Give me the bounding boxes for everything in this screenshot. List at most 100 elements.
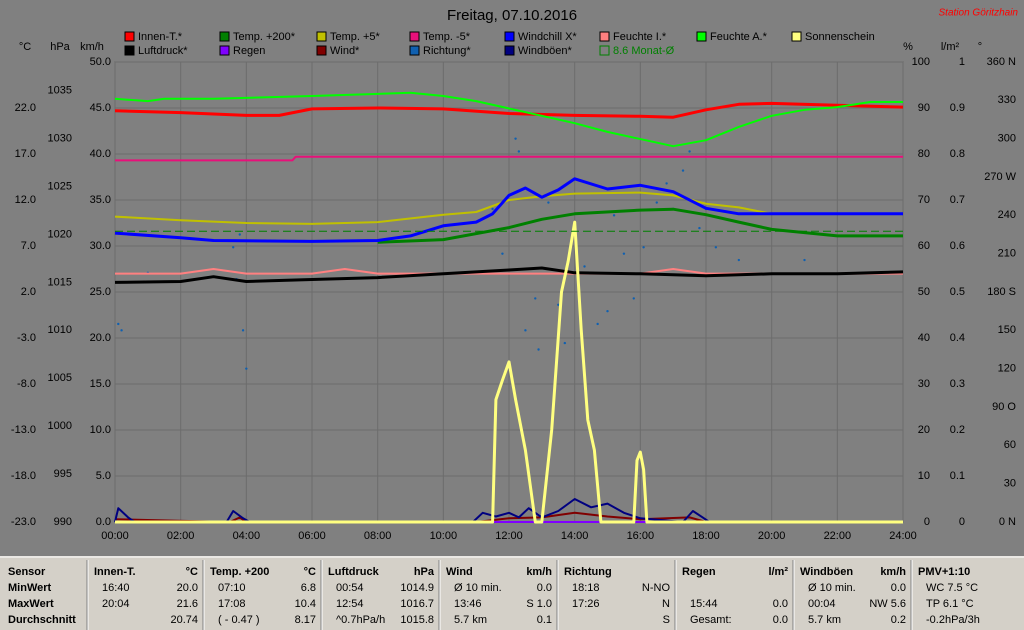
y-tick-label: 40.0	[90, 148, 111, 160]
cell-left: 20:04	[102, 598, 130, 610]
y-tick-label: 0.8	[950, 148, 965, 160]
y-tick-label: -18.0	[11, 470, 36, 482]
direction-point	[524, 329, 527, 332]
x-tick-label: 08:00	[364, 530, 392, 542]
legend-swatch	[599, 45, 610, 56]
direction-point	[557, 303, 560, 306]
y-tick-label: 1010	[48, 324, 72, 336]
cell-left: 13:46	[454, 598, 482, 610]
y-tick-label: 40	[918, 332, 930, 344]
series-line	[114, 177, 903, 243]
direction-point	[245, 367, 248, 370]
x-tick-label: 06:00	[298, 530, 326, 542]
direction-point	[517, 150, 521, 153]
legend-swatch	[316, 31, 327, 42]
direction-point	[606, 309, 609, 313]
cell-left: Ø 10 min.	[454, 582, 502, 594]
direction-point	[583, 265, 586, 268]
direction-point	[537, 348, 540, 351]
y-tick-label: -13.0	[11, 424, 36, 436]
direction-point	[737, 258, 741, 262]
cell-right: 1014.9	[400, 582, 434, 594]
y-tick-label: 1020	[48, 228, 72, 240]
column-header: Temp. +200	[210, 566, 269, 578]
y-tick-label: -23.0	[11, 516, 36, 528]
legend-label: Feuchte A.*	[710, 31, 768, 43]
cell-right: N-NO	[642, 582, 671, 594]
y-tick-label: 0.0	[96, 516, 111, 528]
legend-label: Luftdruck*	[138, 45, 188, 57]
legend-swatch	[696, 31, 707, 42]
y-tick-label: 120	[998, 363, 1016, 375]
column-unit: km/h	[526, 566, 552, 578]
cell-right: 0.0	[537, 582, 552, 594]
cell-left: 12:54	[336, 598, 364, 610]
y-tick-label: 50.0	[90, 56, 111, 68]
y-tick-label: 150	[998, 324, 1016, 336]
legend-swatch	[791, 31, 802, 42]
y-tick-label: 22.0	[15, 102, 36, 114]
cell-left: 5.7 km	[808, 614, 841, 626]
cell-left: Ø 10 min.	[808, 582, 856, 594]
row-label: Durchschnitt	[8, 614, 76, 626]
chart-title: Freitag, 07.10.2016	[447, 7, 577, 24]
statistics-table: Sensor MinWert MaxWert Durchschnitt Innen-T.…	[0, 556, 1024, 630]
direction-point	[501, 252, 504, 255]
y-tick-label: 60	[1004, 439, 1016, 451]
cell-right: N	[662, 598, 670, 610]
y-tick-label: 990	[54, 516, 72, 528]
y-tick-label: 0.1	[950, 470, 965, 482]
cell-right: 0.0	[891, 582, 906, 594]
cell-left: 00:54	[336, 582, 364, 594]
axis-unit-label: °	[978, 41, 982, 53]
x-tick-label: 00:00	[101, 530, 129, 542]
legend-label: Temp. +5*	[330, 31, 381, 43]
cell-right: 1016.7	[400, 598, 434, 610]
cell-left: ^0.7hPa/h	[336, 614, 385, 626]
cell-left: 18:18	[572, 582, 600, 594]
column-header: Richtung	[564, 566, 612, 578]
station-label: Station Göritzhain	[939, 8, 1019, 19]
cell-right: 20.74	[170, 614, 198, 626]
axis-unit-label: %	[903, 41, 913, 53]
legend-swatch	[599, 31, 610, 42]
cell-left: ( - 0.47 )	[218, 614, 260, 626]
y-tick-label: -8.0	[17, 378, 36, 390]
series-line	[114, 101, 904, 119]
legend-label: Wind*	[330, 45, 360, 57]
direction-point	[596, 322, 599, 326]
y-tick-label: 1025	[48, 180, 72, 192]
y-tick-label: 270 W	[984, 171, 1016, 183]
y-tick-label: 100	[912, 56, 930, 68]
y-tick-label: 25.0	[90, 286, 111, 298]
cell-right: 0.1	[537, 614, 552, 626]
column-header: Luftdruck	[328, 566, 380, 578]
y-tick-label: 30.0	[90, 240, 111, 252]
legend-swatch	[219, 31, 230, 42]
cell-right: 6.8	[301, 582, 316, 594]
y-tick-label: 20.0	[90, 332, 111, 344]
y-tick-label: 0.4	[950, 332, 965, 344]
column-header: Innen-T.	[94, 566, 136, 578]
direction-point	[714, 246, 718, 249]
y-tick-label: 0 N	[999, 516, 1016, 528]
cell-left: 00:04	[808, 598, 836, 610]
x-tick-label: 12:00	[495, 530, 523, 542]
direction-point	[534, 297, 537, 300]
y-tick-label: 30	[1004, 478, 1016, 490]
x-tick-label: 04:00	[233, 530, 261, 542]
cell-right: 21.6	[177, 598, 198, 610]
y-tick-label: 0.6	[950, 240, 965, 252]
table-background	[0, 556, 1024, 630]
direction-point	[232, 246, 235, 249]
series-line	[115, 220, 903, 524]
x-tick-label: 16:00	[627, 530, 655, 542]
axis-unit-label: km/h	[80, 41, 104, 53]
legend-label: Richtung*	[423, 45, 471, 57]
y-tick-label: 240	[998, 209, 1016, 221]
legend-label: Sonnenschein	[805, 31, 875, 43]
y-tick-label: 10.0	[90, 424, 111, 436]
column-unit: hPa	[414, 566, 435, 578]
cell-right: 1015.8	[400, 614, 434, 626]
